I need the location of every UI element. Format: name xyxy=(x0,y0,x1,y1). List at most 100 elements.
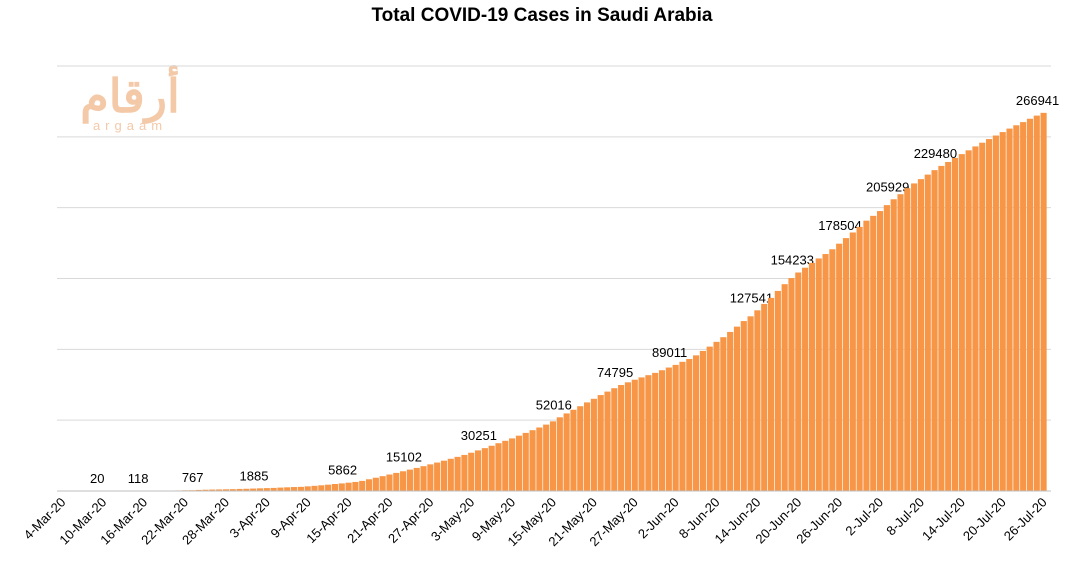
bar xyxy=(857,227,863,491)
x-tick-label: 3-May-20 xyxy=(428,495,477,544)
bar xyxy=(904,188,910,491)
bar xyxy=(761,304,767,491)
bar xyxy=(938,166,944,491)
bar xyxy=(455,457,461,491)
bar xyxy=(993,136,999,491)
bar xyxy=(802,268,808,491)
bar xyxy=(577,406,583,491)
value-label: 89011 xyxy=(652,345,687,360)
bar xyxy=(788,278,794,491)
bar xyxy=(584,402,590,491)
bar xyxy=(863,221,869,491)
bar xyxy=(298,487,304,491)
bar xyxy=(713,342,719,491)
bar xyxy=(284,487,290,491)
value-label: 52016 xyxy=(536,397,572,412)
value-label: 205929 xyxy=(866,179,909,194)
bar xyxy=(366,479,372,491)
bar xyxy=(707,347,713,491)
bar xyxy=(570,410,576,491)
bar xyxy=(332,484,338,491)
watermark-latin: argaam xyxy=(93,118,167,133)
bar xyxy=(529,430,535,491)
value-label: 20 xyxy=(90,471,104,486)
bar xyxy=(816,258,822,491)
bar xyxy=(311,486,317,491)
bar xyxy=(495,443,501,491)
bar xyxy=(734,327,740,491)
value-label: 118 xyxy=(128,471,149,486)
bar xyxy=(461,455,467,491)
bar xyxy=(843,238,849,491)
bar xyxy=(952,158,958,491)
value-label: 127541 xyxy=(730,290,773,305)
value-label: 266941 xyxy=(1016,93,1059,108)
bar xyxy=(564,413,570,491)
bar xyxy=(932,170,938,491)
bar xyxy=(809,263,815,491)
bar xyxy=(979,143,985,491)
bar xyxy=(911,183,917,491)
bar xyxy=(441,461,447,491)
x-tick-label: 2-Jun-20 xyxy=(635,495,682,542)
bar xyxy=(475,450,481,491)
bar xyxy=(339,483,345,491)
bar xyxy=(373,478,379,491)
bar xyxy=(598,395,604,491)
bar xyxy=(414,468,420,491)
bar xyxy=(795,273,801,491)
bar xyxy=(1006,129,1012,491)
bar xyxy=(305,486,311,491)
bar xyxy=(386,475,392,491)
bar xyxy=(945,162,951,491)
value-label: 178504 xyxy=(818,218,861,233)
bar xyxy=(1000,132,1006,491)
bar xyxy=(639,377,645,491)
bar xyxy=(897,194,903,491)
bar xyxy=(673,365,679,491)
bar xyxy=(557,417,563,491)
bar xyxy=(277,488,283,491)
bar xyxy=(604,392,610,491)
bar xyxy=(1041,113,1047,491)
bar xyxy=(407,470,413,491)
bar xyxy=(829,249,835,491)
bar xyxy=(346,483,352,491)
bar xyxy=(959,154,965,491)
bar xyxy=(720,337,726,491)
bar xyxy=(536,427,542,491)
bar xyxy=(768,298,774,491)
bar xyxy=(1013,125,1019,491)
bar xyxy=(489,446,495,491)
bar xyxy=(748,316,754,491)
bar xyxy=(877,211,883,491)
value-label: 229480 xyxy=(914,146,957,161)
bar xyxy=(516,436,522,491)
value-label: 74795 xyxy=(597,365,633,380)
bar xyxy=(1027,119,1033,491)
bar xyxy=(918,179,924,491)
bar xyxy=(543,425,549,491)
bar xyxy=(318,485,324,491)
bar xyxy=(550,421,556,491)
bar xyxy=(986,139,992,491)
bar xyxy=(754,310,760,491)
bar xyxy=(645,375,651,491)
bar xyxy=(502,441,508,491)
bar xyxy=(891,199,897,491)
bar xyxy=(1034,116,1040,491)
bar xyxy=(775,291,781,491)
bar xyxy=(686,359,692,491)
bar xyxy=(884,205,890,491)
bar xyxy=(925,175,931,491)
bar xyxy=(468,453,474,491)
bar xyxy=(632,380,638,491)
bar xyxy=(611,388,617,491)
bar xyxy=(434,463,440,491)
bar xyxy=(836,244,842,491)
bar xyxy=(448,459,454,491)
bar xyxy=(352,482,358,491)
x-tick-label: 14-Jul-20 xyxy=(919,495,968,544)
bar xyxy=(966,150,972,491)
bar xyxy=(659,370,665,491)
